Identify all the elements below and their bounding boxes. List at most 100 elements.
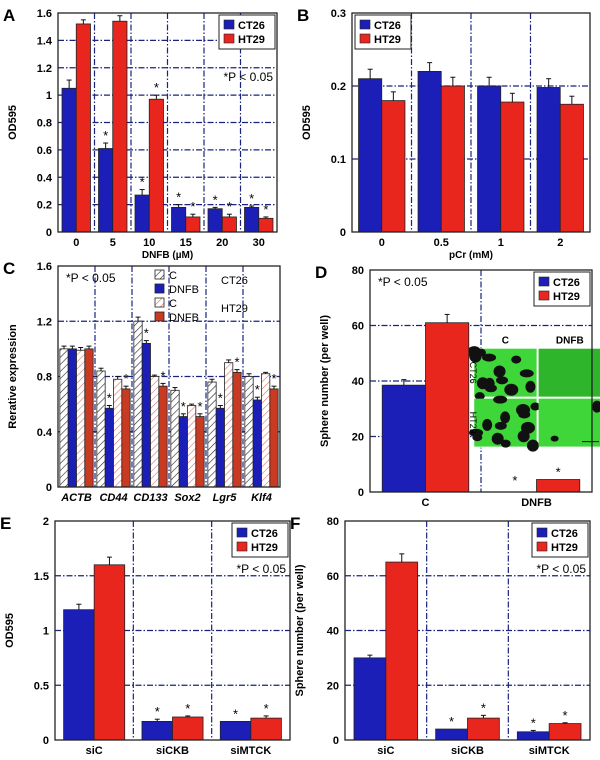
legend-swatch [359,33,371,44]
significance-star: * [190,199,195,214]
bar [207,381,217,488]
bar [112,20,128,233]
legend-label: HT29 [238,34,265,46]
y-tick-label: 1.6 [37,8,52,20]
y-axis-label: OD595 [301,105,313,140]
micrograph-tile [538,398,600,447]
x-tick-label: siMTCK [230,745,271,757]
y-tick-label: 80 [327,516,339,528]
bar [250,717,282,741]
legend-swatch [359,19,371,30]
legend-label: DNFB [169,284,199,296]
bar [381,100,406,233]
panel-B: B 0 0.1 0.2 0.3 0 0.5 1 2 pCr (mM) OD595 CT26 HT29 [297,6,591,261]
x-tick-label: 5 [110,237,116,249]
sphere-blob [476,377,489,390]
plot-frame [344,520,591,741]
y-tick-label: 1 [43,626,49,638]
panel-A: A 0 0.2 0.4 0.6 0.8 1 1.2 1.4 1.6 * * * * * * * * * 0 5 10 15 2… [3,6,278,261]
bar [185,216,201,233]
legend-swatch [154,283,165,294]
y-tick-label: 0.1 [331,154,346,166]
legend-group-label: HT29 [221,303,248,315]
x-tick-label: siCKB [156,745,189,757]
sphere-blob [520,421,535,434]
legend-label: CT26 [374,20,401,32]
legend-label: HT29 [553,291,580,303]
bar [96,370,106,488]
micrograph-tile [538,348,600,397]
x-axis-label: pCr (mM) [449,250,493,261]
x-tick-label: DNFB [521,497,552,509]
bar [93,564,126,741]
significance-star: * [249,191,254,206]
significance-star: * [263,202,268,217]
legend-label: CT26 [238,20,265,32]
sphere-blob [491,432,504,445]
legend-swatch [536,527,548,538]
inset-row-label: HT29 [468,412,478,434]
significance-star: * [107,391,112,406]
bar [84,348,94,488]
bar [98,148,114,233]
y-tick-label: 0.2 [37,200,52,212]
significance-star: * [185,701,190,716]
significance-star: * [103,128,108,143]
y-tick-label: 40 [327,626,339,638]
significance-star: * [213,192,218,207]
significance-star: * [176,190,181,205]
significance-star: * [123,371,128,386]
bar [148,98,164,233]
y-axis-label: Sphere number (per well) [294,564,306,696]
legend-swatch [538,290,550,301]
bar [104,407,114,488]
x-axis-label: DNFB (µM) [142,250,193,261]
sphere-blob [519,369,534,378]
sphere-blob [500,411,511,424]
bar [59,348,69,488]
x-tick-label: 10 [143,237,155,249]
x-tick-label: 0 [379,237,385,249]
bar [67,348,77,488]
y-tick-label: 0.5 [34,680,49,692]
bar [133,320,143,488]
significance-note: *P < 0.05 [237,562,287,576]
legend-swatch [223,33,235,44]
bar [425,322,470,493]
bar [178,416,188,488]
sphere-blob [482,418,493,431]
panel-F: F 0 20 40 60 80 * * * * siC siCKB siMTCK Sphere numbe… [290,514,591,757]
sphere-blob [474,392,485,401]
significance-note: *P < 0.05 [66,271,116,285]
legend-swatch [154,297,165,308]
bar [221,216,237,233]
significance-star: * [449,714,454,729]
x-tick-label: 1 [498,237,504,249]
x-tick-label: 2 [557,237,563,249]
bar [244,206,260,233]
x-tick-label: CD44 [99,492,127,504]
significance-star: * [144,326,149,341]
y-tick-label: 20 [327,680,339,692]
y-tick-label: 80 [352,265,364,277]
y-tick-label: 0.6 [37,145,52,157]
x-tick-label: siCKB [451,745,484,757]
bar [381,384,426,493]
legend-box [531,522,589,558]
x-tick-label: ACTB [60,492,92,504]
bar [358,78,383,233]
sphere-blob [476,348,487,357]
panel-label: D [315,263,327,282]
inset-row-label: CT26 [468,362,478,384]
y-tick-label: 1.2 [37,316,52,328]
x-tick-label: Sox2 [174,492,200,504]
bar [261,373,271,488]
significance-star: * [234,355,239,370]
x-tick-label: 0.5 [434,237,449,249]
x-tick-label: siC [86,745,103,757]
sphere-blob [472,433,483,442]
bar [258,217,274,233]
bar [435,728,468,741]
y-tick-label: 0.4 [37,427,53,439]
